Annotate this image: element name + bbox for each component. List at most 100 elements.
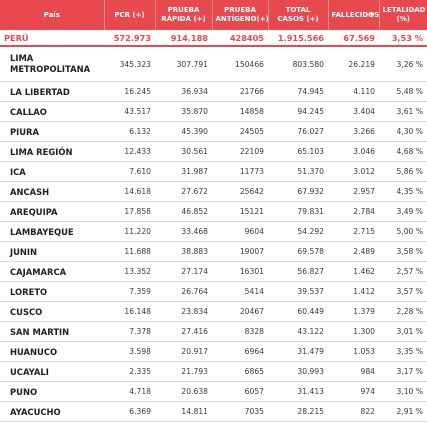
column-header-fallecidos[interactable]: FALLECIDOS ▼ [328,0,380,30]
cell-prueba-antigeno: 21766 [212,81,268,102]
cell-total-casos: 31.479 [268,341,328,362]
cell-fallecidos: 26.219 [328,46,379,82]
cell-region: LA LIBERTAD [0,81,104,102]
cell-prueba-rapida: 38.883 [155,241,212,262]
table-row: LIMA METROPOLITANA 345.323 307.791 150466 80… [0,46,427,82]
cell-fallecidos: 3.012 [328,161,379,182]
total-letalidad: 3,53 % [379,30,427,47]
cell-prueba-rapida: 31.987 [155,161,212,182]
cell-total-casos: 803.580 [268,46,328,82]
cell-letalidad: 3,26 % [379,46,427,82]
cell-fallecidos: 1.412 [328,281,379,302]
cell-fallecidos: 4.110 [328,81,379,102]
cell-pcr: 2.335 [104,361,155,382]
cell-pcr: 4.718 [104,381,155,402]
cell-pcr: 7.359 [104,281,155,302]
cell-pcr: 7.610 [104,161,155,182]
cell-prueba-rapida: 35.870 [155,101,212,122]
cell-letalidad: 5,00 % [379,221,427,242]
cell-prueba-antigeno: 6865 [212,361,268,382]
column-header-prueba-rapida[interactable]: PRUEBA RÁPIDA (+) [155,0,213,30]
cell-total-casos: 65.103 [268,141,328,162]
cell-total-casos: 31.413 [268,381,328,402]
cell-letalidad: 4,68 % [379,141,427,162]
cell-total-casos: 39.537 [268,281,328,302]
total-pcr: 572.973 [104,30,155,47]
cell-letalidad: 2,28 % [379,301,427,322]
cell-fallecidos: 984 [328,361,379,382]
cell-fallecidos: 2.715 [328,221,379,242]
cell-pcr: 17.858 [104,201,155,222]
cell-total-casos: 56.827 [268,261,328,282]
table-row: AREQUIPA 17.858 46.852 15121 79.831 2.784 3,49… [0,201,427,222]
cell-prueba-antigeno: 11773 [212,161,268,182]
cell-fallecidos: 1.462 [328,261,379,282]
cell-fallecidos: 3.046 [328,141,379,162]
column-header-pcr[interactable]: PCR (+) [104,0,156,30]
column-header-total-casos[interactable]: TOTAL CASOS (+) [268,0,329,30]
cell-region: PIURA [0,121,104,142]
cell-fallecidos: 1.379 [328,301,379,322]
table-body: PERÚ 572.973 914.188 428405 1.915.566 67… [0,30,427,422]
cell-prueba-rapida: 27.416 [155,321,212,342]
cell-prueba-rapida: 30.561 [155,141,212,162]
header-row: País PCR (+) PRUEBA RÁPIDA (+) PRUEBA AN… [0,0,427,30]
total-row: PERÚ 572.973 914.188 428405 1.915.566 67… [0,30,427,47]
cell-region: AREQUIPA [0,201,104,222]
sort-descending-icon[interactable]: ▼ [369,12,375,19]
cell-fallecidos: 1.053 [328,341,379,362]
table-row: LA LIBERTAD 16.245 36.934 21766 74.945 4.110 5… [0,81,427,102]
cell-prueba-antigeno: 6964 [212,341,268,362]
cell-total-casos: 94.245 [268,101,328,122]
cell-pcr: 3.598 [104,341,155,362]
cell-fallecidos: 2.489 [328,241,379,262]
cell-region: LIMA METROPOLITANA [0,46,104,82]
table-row: LORETO 7.359 26.764 5414 39.537 1.412 3,57 % [0,281,427,302]
total-prueba-rapida: 914.188 [155,30,212,47]
cell-letalidad: 3,35 % [379,341,427,362]
table-row: ICA 7.610 31.987 11773 51.370 3.012 5,86 % [0,161,427,182]
cell-prueba-rapida: 27.672 [155,181,212,202]
table-row: JUNIN 11.688 38.883 19007 69.578 2.489 3,58 % [0,241,427,262]
cell-region: UCAYALI [0,361,104,382]
cell-region: PUNO [0,381,104,402]
cell-letalidad: 3,61 % [379,101,427,122]
cell-pcr: 16.148 [104,301,155,322]
cell-pcr: 12.433 [104,141,155,162]
cell-prueba-rapida: 45.390 [155,121,212,142]
cell-region: LAMBAYEQUE [0,221,104,242]
cell-prueba-rapida: 20.638 [155,381,212,402]
cell-region: LIMA REGIÓN [0,141,104,162]
cell-prueba-rapida: 36.934 [155,81,212,102]
cell-total-casos: 76.027 [268,121,328,142]
cell-prueba-rapida: 21.793 [155,361,212,382]
cell-region: ICA [0,161,104,182]
cell-region: ANCASH [0,181,104,202]
cell-fallecidos: 2.784 [328,201,379,222]
cell-prueba-antigeno: 6057 [212,381,268,402]
cell-letalidad: 4,35 % [379,181,427,202]
cell-prueba-rapida: 26.764 [155,281,212,302]
table-row: LIMA REGIÓN 12.433 30.561 22109 65.103 3.046 4… [0,141,427,162]
cell-prueba-antigeno: 25642 [212,181,268,202]
cell-prueba-rapida: 33.468 [155,221,212,242]
cell-letalidad: 3,17 % [379,361,427,382]
cell-pcr: 11.220 [104,221,155,242]
cell-pcr: 6.132 [104,121,155,142]
cell-letalidad: 3,58 % [379,241,427,262]
cell-pcr: 14.618 [104,181,155,202]
cell-prueba-rapida: 23.834 [155,301,212,322]
cell-pcr: 16.245 [104,81,155,102]
column-header-fallecidos-label: FALLECIDOS [331,10,380,19]
column-header-letalidad[interactable]: LETALIDAD (%) [379,0,427,30]
cell-prueba-antigeno: 22109 [212,141,268,162]
cell-total-casos: 69.578 [268,241,328,262]
cell-total-casos: 43.122 [268,321,328,342]
column-header-prueba-antigeno[interactable]: PRUEBA ANTÍGENO(+) [212,0,269,30]
cell-letalidad: 4,30 % [379,121,427,142]
cell-prueba-antigeno: 14858 [212,101,268,122]
column-header-pais[interactable]: País [0,0,105,30]
cell-total-casos: 54.292 [268,221,328,242]
total-fallecidos: 67.569 [328,30,379,47]
table-row: CALLAO 43.517 35.870 14858 94.245 3.404 3,61 % [0,101,427,122]
